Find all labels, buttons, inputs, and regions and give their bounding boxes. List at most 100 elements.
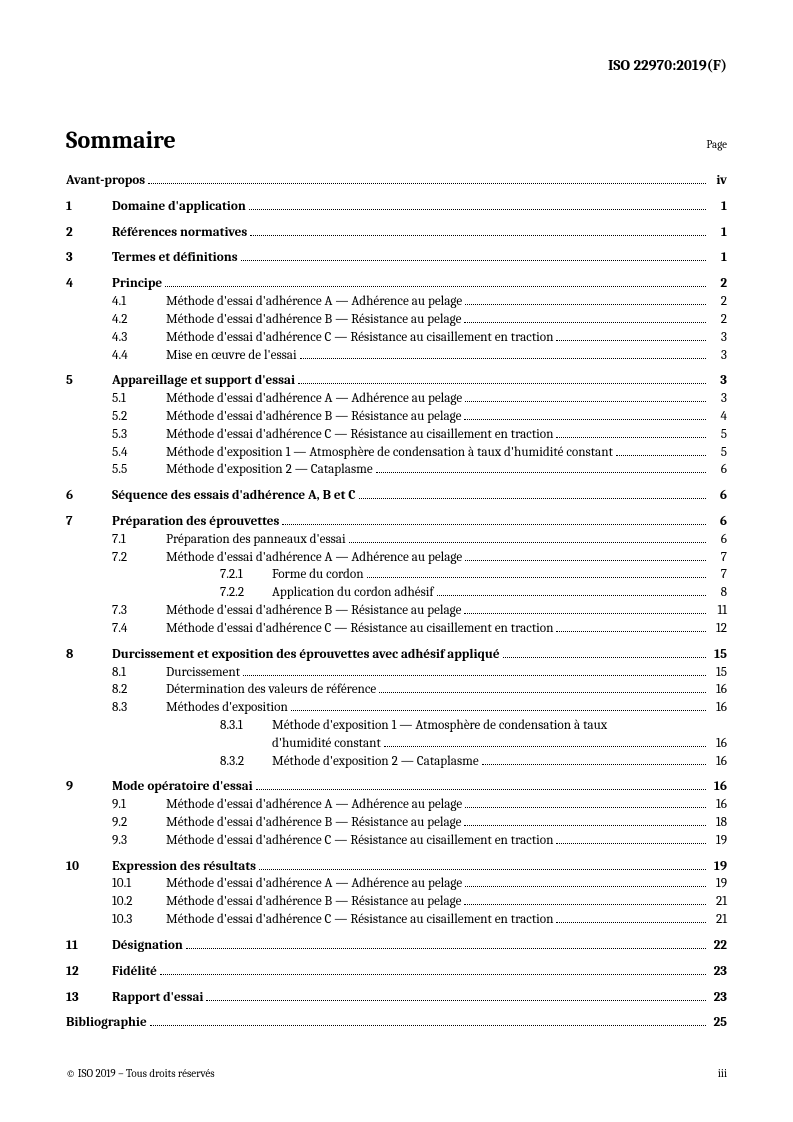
toc-subsection-number: 7.3 <box>112 602 166 620</box>
toc-page-number: 16 <box>709 796 727 814</box>
toc-subsubsection-title: Méthode d'exposition 1 — Atmosphère de c… <box>272 717 607 735</box>
toc-subentry: 10.1Méthode d'essai d'adhérence A — Adhé… <box>112 875 727 893</box>
toc-leader-dots <box>256 779 706 791</box>
toc-subsection-number: 4.2 <box>112 311 166 329</box>
toc-subsection-title: Méthode d'essai d'adhérence C — Résistan… <box>166 329 553 347</box>
toc-subsection-title: Méthode d'essai d'adhérence C — Résistan… <box>166 832 553 850</box>
toc-subsubentry: 7.2.2Application du cordon adhésif8 <box>166 584 727 602</box>
toc-subsection-number: 10.3 <box>112 911 166 929</box>
toc-leader-dots <box>241 250 706 262</box>
toc-page-number: 16 <box>709 681 727 699</box>
toc-section-number: 6 <box>66 487 112 505</box>
title-row: Sommaire Page <box>66 126 727 154</box>
toc-subsubsection-title: Méthode d'exposition 2 — Cataplasme <box>272 753 479 771</box>
toc-subsection-number: 8.1 <box>112 664 166 682</box>
toc-leader-dots <box>465 390 706 402</box>
toc-entry: Bibliographie25 <box>66 1014 727 1032</box>
toc-subsubentry-continuation: d'humidité constant16 <box>66 735 727 753</box>
toc-subentry: 10.2Méthode d'essai d'adhérence B — Rési… <box>112 893 727 911</box>
toc-page-number: 1 <box>709 198 727 216</box>
toc-subentry: 4.2Méthode d'essai d'adhérence B — Résis… <box>112 311 727 329</box>
toc-subsection-number: 10.1 <box>112 875 166 893</box>
toc-subsection-title: Méthode d'essai d'adhérence B — Résistan… <box>166 311 461 329</box>
toc-subsection-title: Méthode d'essai d'adhérence C — Résistan… <box>166 620 553 638</box>
toc-subentry: 8.2Détermination des valeurs de référenc… <box>112 681 727 699</box>
toc-subentry: 4.4Mise en œuvre de l'essai3 <box>112 347 727 365</box>
toc-leader-dots <box>160 963 706 975</box>
toc-page-number: 25 <box>709 1014 727 1032</box>
toc-leader-dots <box>556 832 706 844</box>
toc-page-number: 19 <box>709 858 727 876</box>
toc-entry: 13Rapport d'essai23 <box>66 989 727 1007</box>
doc-id: ISO 22970:2019(F) <box>66 56 727 74</box>
toc-leader-dots <box>464 311 706 323</box>
toc-entry: 9Mode opératoire d'essai16 <box>66 778 727 796</box>
toc-subsection-number: 7.1 <box>112 531 166 549</box>
toc-subentry: 5.4Méthode d'exposition 1 — Atmosphère d… <box>112 444 727 462</box>
toc-section-number: 5 <box>66 372 112 390</box>
toc-page-number: 23 <box>709 989 727 1007</box>
toc-leader-dots <box>206 989 706 1001</box>
toc-subsubentry: 7.2.1Forme du cordon7 <box>166 566 727 584</box>
toc-page-number: 3 <box>709 329 727 347</box>
footer-left: © ISO 2019 – Tous droits réservés <box>66 1067 215 1080</box>
toc-leader-dots <box>249 198 706 210</box>
toc-subsection-number: 8.3 <box>112 699 166 717</box>
toc-section-number: 3 <box>66 249 112 267</box>
page-column-label: Page <box>706 138 727 151</box>
toc-subentry: 4.1Méthode d'essai d'adhérence A — Adhér… <box>112 293 727 311</box>
toc-subsection-number: 5.3 <box>112 426 166 444</box>
toc-leader-dots <box>465 549 706 561</box>
toc-subsection-title: Méthodes d'exposition <box>166 699 288 717</box>
toc-section-number: 11 <box>66 937 112 955</box>
toc-subsection-title: Méthode d'essai d'adhérence A — Adhérenc… <box>166 875 462 893</box>
toc-page-number: 16 <box>709 753 727 771</box>
toc-subentry: 5.5Méthode d'exposition 2 — Cataplasme6 <box>112 461 727 479</box>
toc-leader-dots <box>359 487 706 499</box>
toc-subentry: 4.3Méthode d'essai d'adhérence C — Résis… <box>112 329 727 347</box>
toc-leader-dots <box>556 329 706 341</box>
toc-leader-dots <box>165 275 706 287</box>
toc-section-number: 12 <box>66 963 112 981</box>
toc-subsection-title: Durcissement <box>166 664 240 682</box>
toc-subsection-title: Méthode d'essai d'adhérence B — Résistan… <box>166 814 461 832</box>
toc-section-title: Préparation des éprouvettes <box>112 513 279 531</box>
toc-page-number: 1 <box>709 224 727 242</box>
toc-entry: 5Appareillage et support d'essai3 <box>66 372 727 390</box>
toc-leader-dots <box>482 753 706 765</box>
toc-section-title: Références normatives <box>112 224 247 242</box>
toc-page-number: 21 <box>709 911 727 929</box>
toc-subsection-number: 9.2 <box>112 814 166 832</box>
toc-leader-dots <box>464 893 706 905</box>
toc-page-number: 15 <box>709 664 727 682</box>
toc-subentry: 7.1Préparation des panneaux d'essai6 <box>112 531 727 549</box>
toc-subentry: 9.1Méthode d'essai d'adhérence A — Adhér… <box>112 796 727 814</box>
toc-subsection-title: Méthode d'essai d'adhérence C — Résistan… <box>166 426 553 444</box>
toc-subsubsection-title: Forme du cordon <box>272 566 364 584</box>
page-footer: © ISO 2019 – Tous droits réservés iii <box>66 1067 727 1080</box>
toc-leader-dots <box>349 531 706 543</box>
toc-leader-dots <box>250 224 706 236</box>
toc-subsection-number: 5.5 <box>112 461 166 479</box>
toc-page-number: iv <box>709 172 727 190</box>
toc-page-number: 19 <box>709 875 727 893</box>
toc-leader-dots <box>465 796 706 808</box>
toc-title: Sommaire <box>66 126 176 154</box>
toc-leader-dots <box>298 372 706 384</box>
toc-subsection-title: Méthode d'exposition 1 — Atmosphère de c… <box>166 444 613 462</box>
toc-subsection-title: Préparation des panneaux d'essai <box>166 531 346 549</box>
table-of-contents: Avant-proposiv1Domaine d'application12Ré… <box>66 172 727 1032</box>
toc-section-number: 1 <box>66 198 112 216</box>
toc-subsection-title: Méthode d'essai d'adhérence B — Résistan… <box>166 893 461 911</box>
toc-subentry: 7.2Méthode d'essai d'adhérence A — Adhér… <box>112 549 727 567</box>
toc-subsection-title: Méthode d'essai d'adhérence B — Résistan… <box>166 602 461 620</box>
toc-subsection-number: 8.2 <box>112 681 166 699</box>
toc-section-title: Durcissement et exposition des éprouvett… <box>112 646 500 664</box>
toc-subsection-number: 9.1 <box>112 796 166 814</box>
toc-leader-dots <box>291 699 706 711</box>
toc-section-title: Mode opératoire d'essai <box>112 778 253 796</box>
toc-subsection-title: Méthode d'essai d'adhérence A — Adhérenc… <box>166 549 462 567</box>
toc-page-number: 8 <box>709 584 727 602</box>
toc-leader-dots <box>437 584 706 596</box>
toc-subsection-number: 7.4 <box>112 620 166 638</box>
